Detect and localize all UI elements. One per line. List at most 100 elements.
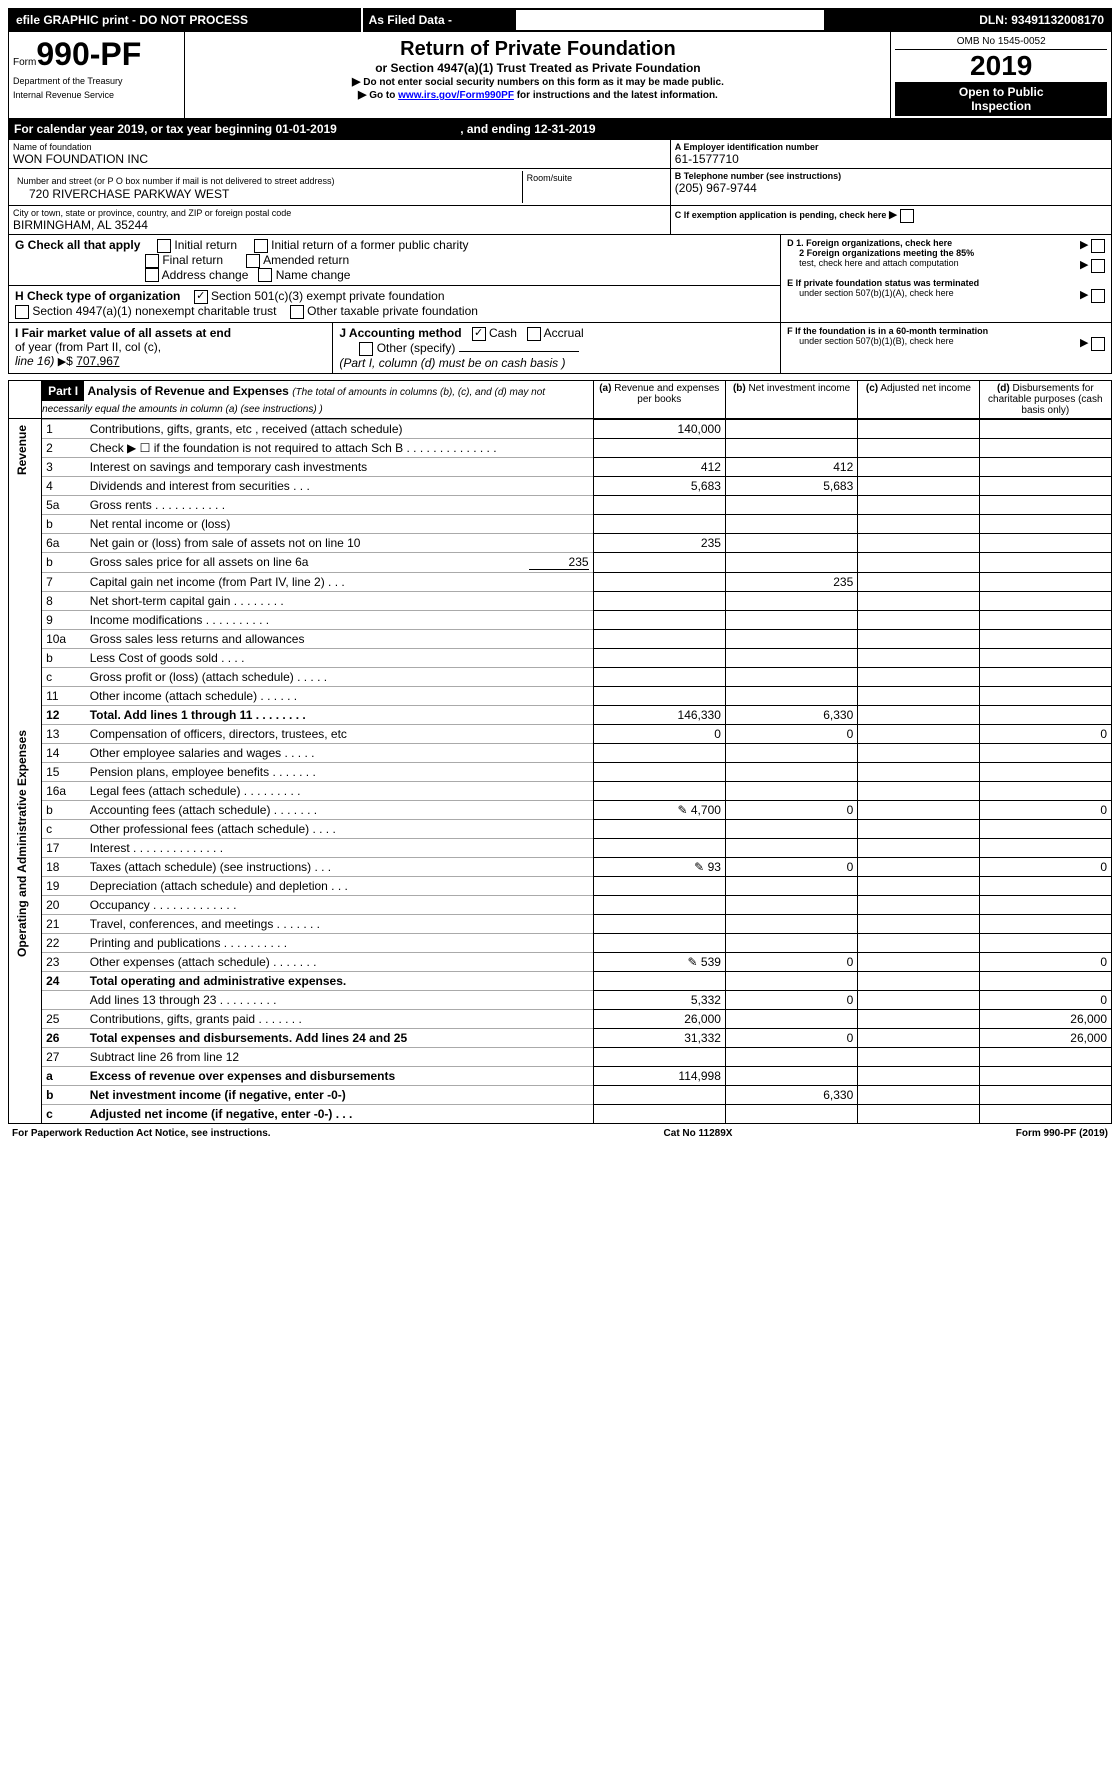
cell-b: [725, 1104, 857, 1123]
cell-b: 6,330: [725, 1085, 857, 1104]
line-text: Gross sales less returns and allowances: [86, 629, 593, 648]
attachment-icon[interactable]: ✎: [688, 955, 698, 969]
footer-mid: Cat No 11289X: [560, 1126, 836, 1141]
line-row: aExcess of revenue over expenses and dis…: [9, 1066, 1112, 1085]
j1-checkbox[interactable]: ✓: [472, 327, 486, 341]
footer-right: 990-PF: [1044, 1128, 1077, 1139]
h3-checkbox[interactable]: [290, 305, 304, 319]
expenses-label: Operating and Administrative Expenses: [13, 726, 31, 961]
line-num: 24: [42, 971, 86, 990]
line-text: Other expenses (attach schedule) . . . .…: [86, 952, 593, 971]
cell-b: [725, 438, 857, 457]
cell-b: 0: [725, 857, 857, 876]
f-checkbox[interactable]: [1091, 337, 1105, 351]
g5-checkbox[interactable]: [145, 268, 159, 282]
cell-d: [979, 419, 1111, 438]
cell-a: 5,683: [593, 476, 725, 495]
e2-text: under section 507(b)(1)(A), check here: [787, 288, 954, 298]
line-row: 12Total. Add lines 1 through 11 . . . . …: [9, 705, 1112, 724]
cell-b: [725, 762, 857, 781]
cell-d: [979, 552, 1111, 572]
j3-checkbox[interactable]: [359, 342, 373, 356]
g3-checkbox[interactable]: [145, 254, 159, 268]
line-text: Gross profit or (loss) (attach schedule)…: [86, 667, 593, 686]
line-text: Contributions, gifts, grants paid . . . …: [86, 1009, 593, 1028]
cell-c: [858, 629, 979, 648]
calendar-year-bar: For calendar year 2019, or tax year begi…: [8, 119, 1112, 139]
g4-text: Amended return: [263, 253, 349, 267]
col-b: Net investment income: [749, 383, 851, 394]
line-num: 23: [42, 952, 86, 971]
line-row: 25Contributions, gifts, grants paid . . …: [9, 1009, 1112, 1028]
entity-block: Name of foundation WON FOUNDATION INC A …: [8, 139, 1112, 235]
cell-b: [725, 648, 857, 667]
addr-label: Number and street (or P O box number if …: [17, 176, 334, 186]
i2-text: of year (from Part II, col (c),: [15, 340, 161, 354]
cell-c: [858, 572, 979, 591]
open-public: Open to Public: [959, 85, 1044, 99]
attachment-icon[interactable]: ✎: [677, 803, 687, 817]
g3-text: Final return: [162, 253, 223, 267]
e-checkbox[interactable]: [1091, 289, 1105, 303]
g6-checkbox[interactable]: [258, 268, 272, 282]
h-label: H Check type of organization: [15, 289, 180, 303]
cell-c: [858, 514, 979, 533]
c-checkbox[interactable]: [900, 209, 914, 223]
line-num: 19: [42, 876, 86, 895]
d2b-text: test, check here and attach computation: [787, 258, 959, 268]
cell-b: [725, 876, 857, 895]
cell-b: [725, 667, 857, 686]
cell-c: [858, 667, 979, 686]
line-row: 15Pension plans, employee benefits . . .…: [9, 762, 1112, 781]
cell-d: [979, 533, 1111, 552]
asfiled-text: As Filed Data -: [369, 13, 452, 27]
cell-d: [979, 781, 1111, 800]
g1-checkbox[interactable]: [157, 239, 171, 253]
line-num: [42, 990, 86, 1009]
line-text: Taxes (attach schedule) (see instruction…: [86, 857, 593, 876]
cell-c: [858, 933, 979, 952]
line-text: Other professional fees (attach schedule…: [86, 819, 593, 838]
calyear-pre: For calendar year 2019, or tax year begi…: [14, 122, 275, 136]
h2-checkbox[interactable]: [15, 305, 29, 319]
line-row: 10aGross sales less returns and allowanc…: [9, 629, 1112, 648]
cell-c: [858, 914, 979, 933]
line-row: bNet rental income or (loss): [9, 514, 1112, 533]
line-row: bGross sales price for all assets on lin…: [9, 552, 1112, 572]
d2-checkbox[interactable]: [1091, 259, 1105, 273]
cell-a: [593, 876, 725, 895]
line-num: 17: [42, 838, 86, 857]
line-row: 4Dividends and interest from securities …: [9, 476, 1112, 495]
cell-c: [858, 1047, 979, 1066]
cell-c: [858, 419, 979, 438]
attachment-icon[interactable]: ✎: [694, 860, 704, 874]
line-row: bLess Cost of goods sold . . . .: [9, 648, 1112, 667]
line-text: Travel, conferences, and meetings . . . …: [86, 914, 593, 933]
d1-checkbox[interactable]: [1091, 239, 1105, 253]
g2-checkbox[interactable]: [254, 239, 268, 253]
dln-value: 93491132008170: [1011, 13, 1104, 27]
line-num: 8: [42, 591, 86, 610]
cell-b: [725, 552, 857, 572]
cell-d: [979, 819, 1111, 838]
h1-checkbox[interactable]: ✓: [194, 290, 208, 304]
fmv-value: 707,967: [76, 354, 119, 368]
g4-checkbox[interactable]: [246, 254, 260, 268]
cell-a: 31,332: [593, 1028, 725, 1047]
line-num: c: [42, 819, 86, 838]
dln-label: DLN:: [979, 13, 1008, 27]
line-num: c: [42, 667, 86, 686]
cell-b: [725, 629, 857, 648]
line-row: 24Total operating and administrative exp…: [9, 971, 1112, 990]
line-num: 6a: [42, 533, 86, 552]
cell-b: 0: [725, 724, 857, 743]
line-text: Income modifications . . . . . . . . . .: [86, 610, 593, 629]
j-label: J Accounting method: [339, 326, 461, 340]
line-num: 20: [42, 895, 86, 914]
cell-d: [979, 705, 1111, 724]
line-text: Interest . . . . . . . . . . . . . .: [86, 838, 593, 857]
line-text: Depreciation (attach schedule) and deple…: [86, 876, 593, 895]
irs-text: Internal Revenue Service: [13, 90, 114, 100]
j2-checkbox[interactable]: [527, 327, 541, 341]
irs-link[interactable]: www.irs.gov/Form990PF: [398, 90, 514, 101]
